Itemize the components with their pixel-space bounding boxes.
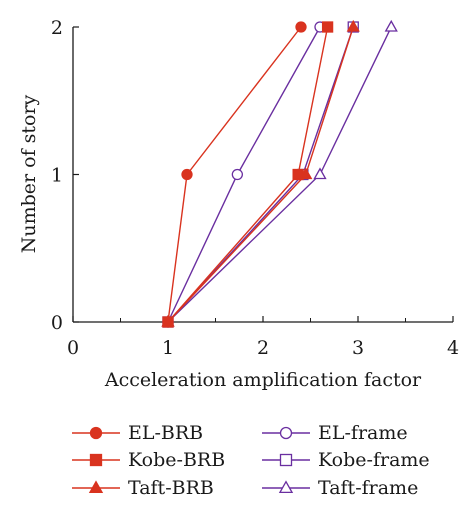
x-tick-label: 3: [352, 337, 364, 359]
legend-marker: [89, 426, 103, 440]
x-tick-label: 0: [67, 337, 79, 359]
x-tick-label: 4: [447, 337, 459, 359]
y-axis-title: Number of story: [18, 94, 40, 253]
legend: EL-BRB Kobe-BRB Taft-BRB EL-frame Kobe-frame…: [72, 422, 430, 499]
data-point: [231, 168, 244, 181]
y-tick-label: 2: [51, 17, 63, 39]
data-point: [295, 21, 307, 33]
legend-label: EL-frame: [318, 422, 408, 444]
legend-marker: [279, 426, 293, 440]
legend-marker: [88, 480, 104, 494]
y-ticks: 0 1 2: [51, 17, 79, 334]
legend-label: EL-BRB: [128, 422, 203, 444]
x-tick-label: 1: [162, 337, 174, 359]
series-line: [167, 26, 354, 323]
data-point: [161, 314, 175, 327]
legend-marker: [279, 453, 293, 467]
legend-item: Kobe-BRB: [72, 449, 225, 471]
series-line: [167, 26, 392, 323]
data-point: [346, 19, 360, 32]
series-taft-brb: [161, 19, 360, 327]
series-el-brb: [162, 21, 307, 328]
legend-label: Kobe-BRB: [128, 449, 225, 471]
legend-marker: [89, 453, 103, 467]
legend-label: Kobe-frame: [318, 449, 430, 471]
legend-label: Taft-BRB: [128, 477, 214, 499]
legend-label: Taft-frame: [318, 477, 418, 499]
series-line: [167, 26, 354, 323]
legend-item: Taft-frame: [262, 477, 418, 499]
y-tick-label: 0: [51, 312, 63, 334]
x-tick-label: 2: [257, 337, 269, 359]
data-point: [299, 167, 313, 180]
data-point: [313, 167, 327, 180]
data-point: [321, 21, 334, 33]
data-point: [181, 168, 193, 181]
x-axis-title: Acceleration amplification factor: [104, 369, 422, 391]
legend-item: Taft-BRB: [72, 477, 214, 499]
legend-item: EL-BRB: [72, 422, 203, 444]
legend-item: EL-frame: [262, 422, 408, 444]
data-point: [384, 19, 398, 32]
series-layer: [161, 19, 398, 328]
series-taft-frame: [161, 19, 398, 327]
legend-item: Kobe-frame: [262, 449, 430, 471]
legend-marker: [278, 480, 294, 494]
plot-area: 0 1 2 3 4 0 1 2: [51, 17, 459, 359]
y-tick-label: 1: [51, 165, 63, 187]
